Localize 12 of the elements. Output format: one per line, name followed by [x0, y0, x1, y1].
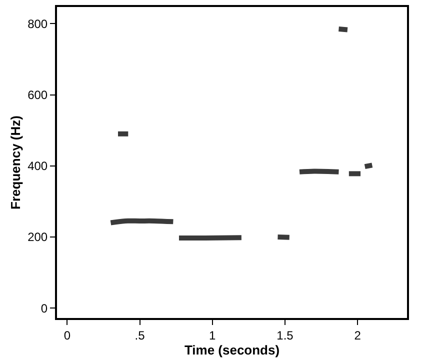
- x-tick-label: 2: [354, 328, 362, 342]
- x-tick-label: 0: [64, 328, 71, 342]
- x-tick-label: .5: [134, 328, 146, 342]
- y-tick-label: 0: [40, 301, 48, 316]
- x-axis-title: Time (seconds): [184, 342, 280, 358]
- y-axis-title: Frequency (Hz): [8, 116, 24, 210]
- y-tick-label: 800: [28, 16, 48, 31]
- y-tick-label: 400: [28, 159, 48, 174]
- y-tick-label: 200: [28, 230, 48, 244]
- x-tick-label: 1: [209, 328, 216, 342]
- y-tick-label: 600: [28, 88, 48, 102]
- x-tick-label: 1.5: [276, 328, 294, 342]
